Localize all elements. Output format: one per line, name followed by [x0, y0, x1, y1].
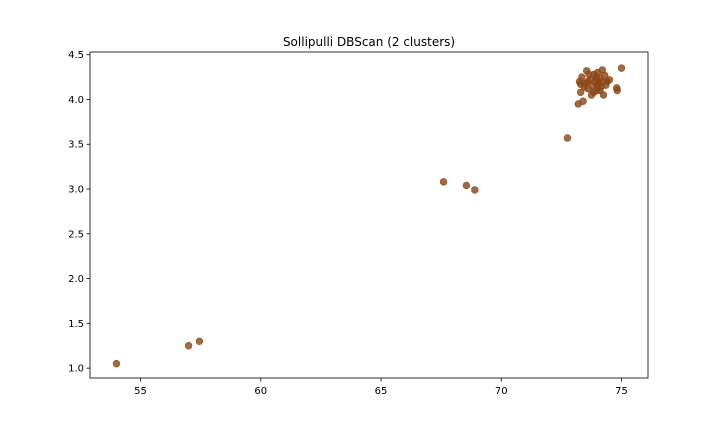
- data-point: [601, 71, 609, 79]
- data-point: [112, 359, 121, 368]
- data-point: [471, 186, 479, 194]
- data-point: [579, 97, 587, 105]
- y-tick-label: 4.0: [68, 95, 84, 106]
- data-point: [184, 342, 193, 350]
- data-point: [605, 76, 614, 84]
- axes-frame: [89, 51, 649, 379]
- y-tick-label: 3.0: [68, 185, 84, 196]
- y-axis-ticks: 1.0 1.5 2.0 2.5 3.0 3.5 4.0 4.5: [68, 50, 90, 375]
- data-point: [578, 73, 586, 81]
- x-tick-label: 75: [615, 386, 628, 397]
- x-tick-label: 70: [495, 386, 508, 397]
- data-point: [585, 70, 593, 79]
- y-tick-label: 4.5: [68, 50, 84, 61]
- data-point: [617, 64, 626, 72]
- plot-area: [89, 51, 649, 379]
- chart-title: Sollipulli DBScan (2 clusters): [283, 35, 455, 49]
- data-point: [576, 80, 585, 88]
- x-tick-label: 55: [134, 386, 147, 397]
- y-tick-label: 2.0: [68, 274, 84, 285]
- y-tick-label: 3.5: [68, 140, 84, 151]
- data-point: [592, 74, 600, 82]
- data-point: [596, 86, 604, 95]
- data-point: [598, 77, 607, 86]
- data-point: [563, 134, 572, 142]
- data-points: [112, 64, 626, 368]
- y-tick-label: 1.5: [68, 319, 84, 330]
- data-point: [613, 86, 621, 95]
- data-point: [195, 337, 204, 345]
- data-point: [439, 178, 448, 186]
- x-tick-label: 60: [254, 386, 267, 397]
- x-tick-label: 65: [375, 386, 388, 397]
- data-point: [584, 77, 592, 86]
- y-tick-label: 1.0: [68, 364, 84, 375]
- y-tick-label: 2.5: [68, 229, 84, 240]
- data-point: [576, 88, 585, 97]
- x-axis-ticks: 55 60 65 70 75: [134, 378, 628, 397]
- data-point: [462, 181, 471, 190]
